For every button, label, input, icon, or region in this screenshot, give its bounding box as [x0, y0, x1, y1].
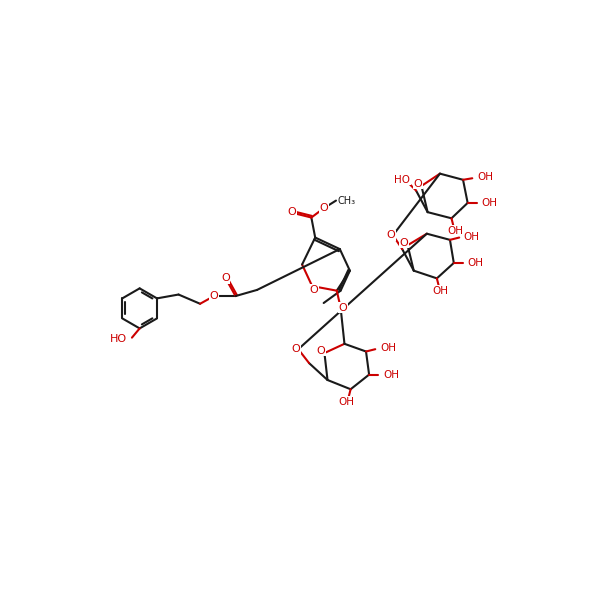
- Text: O: O: [338, 302, 347, 313]
- Text: O: O: [400, 238, 408, 248]
- Text: CH₃: CH₃: [338, 196, 356, 206]
- Text: OH: OH: [467, 258, 484, 268]
- Text: OH: OH: [448, 226, 463, 236]
- Text: OH: OH: [482, 198, 497, 208]
- Text: HO: HO: [110, 334, 127, 344]
- Text: O: O: [288, 207, 296, 217]
- Text: O: O: [413, 179, 422, 188]
- Text: OH: OH: [383, 370, 399, 380]
- Text: O: O: [309, 285, 318, 295]
- Text: O: O: [292, 344, 301, 354]
- Text: O: O: [221, 274, 230, 283]
- Text: HO: HO: [394, 175, 410, 185]
- Text: OH: OH: [477, 172, 493, 182]
- Text: O: O: [316, 346, 325, 356]
- Text: OH: OH: [338, 397, 354, 407]
- Text: OH: OH: [464, 232, 480, 242]
- Text: O: O: [386, 230, 395, 240]
- Text: OH: OH: [433, 286, 449, 296]
- Text: O: O: [209, 291, 218, 301]
- Text: OH: OH: [380, 343, 396, 353]
- Text: O: O: [319, 203, 328, 213]
